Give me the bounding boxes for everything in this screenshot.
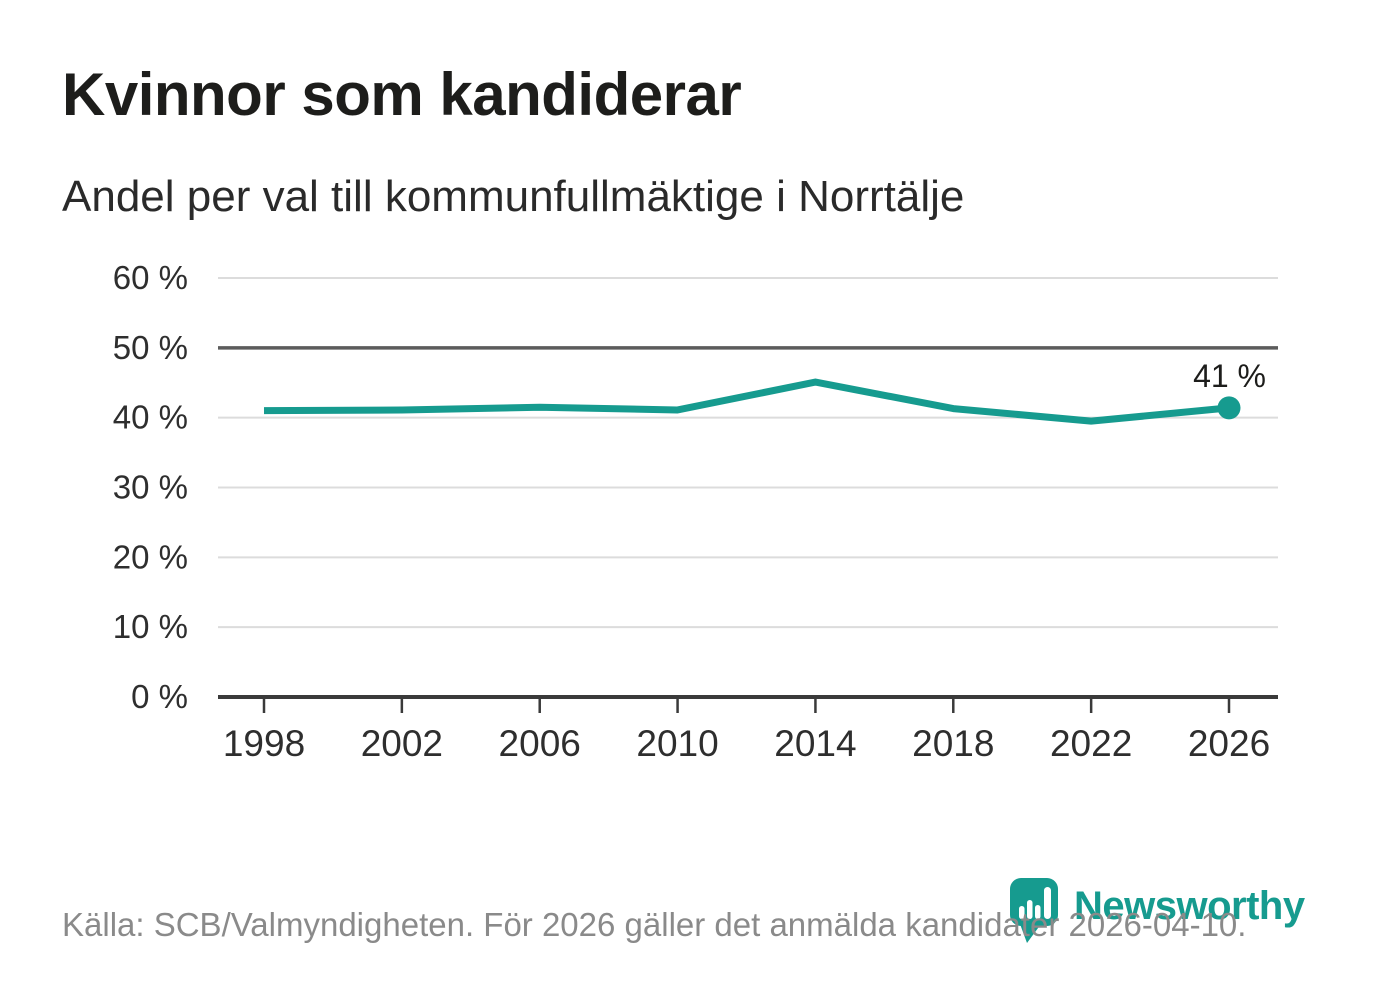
y-tick-label: 20 % [113,538,188,575]
chart-subtitle: Andel per val till kommunfullmäktige i N… [62,172,965,221]
end-point-label: 41 % [1193,358,1266,394]
y-tick-label: 0 % [131,678,188,715]
x-tick-label: 2002 [361,723,443,764]
x-tick-label: 2026 [1188,723,1270,764]
x-tick-label: 2022 [1050,723,1132,764]
newsworthy-speech-bubble-chart-icon [1010,878,1058,943]
y-tick-label: 10 % [113,608,188,645]
x-tick-label: 2014 [774,723,856,764]
y-tick-label: 60 % [113,259,188,296]
end-point-marker [1217,396,1241,420]
y-tick-label: 50 % [113,329,188,366]
chart-title: Kvinnor som kandiderar [62,61,742,128]
y-tick-label: 30 % [113,469,188,506]
data-line [263,378,1230,425]
x-tick-label: 2006 [499,723,581,764]
x-tick-label: 2010 [636,723,718,764]
newsworthy-wordmark: Newsworthy [1074,884,1305,928]
x-tick-label: 2018 [912,723,994,764]
y-tick-label: 40 % [113,399,188,436]
x-tick-label: 1998 [223,723,305,764]
source-note: Källa: SCB/Valmyndigheten. För 2026 gäll… [62,906,1247,943]
newsworthy-logo[interactable]: Newsworthy [1010,878,1305,944]
